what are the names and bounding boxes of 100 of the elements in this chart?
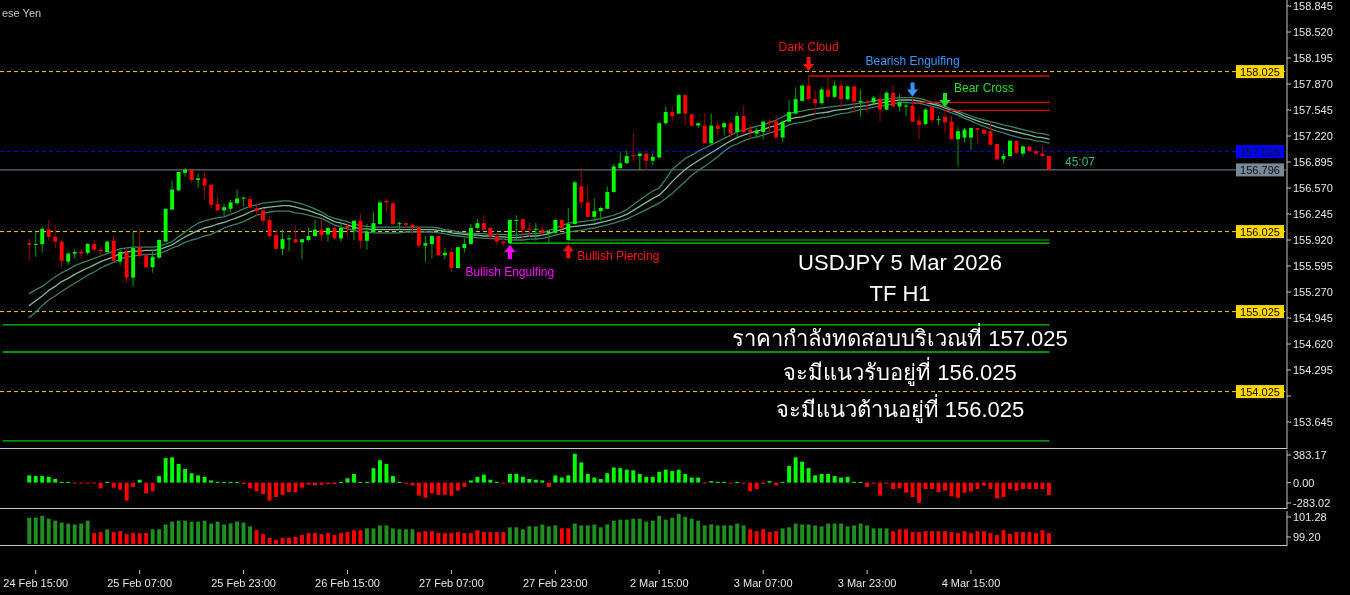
bar [520,476,525,483]
y-tick-label: 153.645 [1293,416,1333,428]
bar [170,457,175,483]
y-tick-label: -283.02 [1293,497,1331,509]
bar [631,470,636,483]
bar [618,468,623,483]
bar [663,469,668,483]
bar [670,471,675,483]
bar [150,482,155,492]
bar [131,482,136,487]
bar [53,479,58,483]
y-tick-label: 156.245 [1293,208,1333,220]
bar [1021,482,1025,490]
series-label: Dark Cloud [778,40,839,54]
ref-line-label: 156.796 [1240,163,1280,176]
bar [98,482,103,489]
bar [546,482,551,487]
annotation: 45:07 [1064,155,1096,169]
bar [585,473,590,483]
bar [27,475,32,483]
annotation: จะมีแนวต้านอยู่ที่ 156.025 [775,393,1025,423]
bar [806,468,811,483]
text: USDJPY 5 Mar 2026 [798,249,1002,275]
y-tick-label: 154.945 [1293,312,1333,324]
series-label: Bullish Piercing [577,249,660,264]
ref-line-label: 154.025 [1240,385,1280,398]
y-tick-label: 157.545 [1293,104,1333,116]
bar [943,482,947,491]
point [504,245,516,259]
y-tick-label: 155.595 [1293,260,1333,272]
bar [300,482,304,488]
bar [865,482,870,487]
bar [481,474,486,483]
y-tick-label: 101.28 [1293,511,1327,523]
bar [995,482,999,499]
point [939,93,951,107]
bar [352,473,356,483]
bar [163,458,168,483]
bar [33,476,38,483]
bar [514,473,519,483]
y-tick-label: 157.870 [1293,78,1333,90]
bar [676,469,681,483]
y-tick-label: 157.220 [1293,130,1333,142]
series-label: Bearish Engulfing [865,53,960,68]
bar [598,479,603,483]
y-tick-label: 154.620 [1293,338,1333,350]
bar [1008,482,1012,490]
bar [429,482,434,494]
y-tick-label: 383.17 [1293,449,1327,461]
bar [689,477,694,483]
bar [904,482,908,493]
bar [455,482,460,491]
bar [468,480,473,483]
bar [111,482,116,488]
bar [553,475,558,483]
bar [650,476,655,483]
x-tick-label: 26 Feb 15:00 [315,577,380,589]
y-tick-label: 154.295 [1293,364,1333,376]
point [562,244,574,259]
bar [423,482,428,498]
point [803,57,815,71]
bar [1046,482,1051,495]
y-tick-label: 158.520 [1293,26,1333,38]
bar [391,476,395,483]
y-tick-label: 158.845 [1293,0,1333,12]
bar [800,461,805,483]
bar [261,482,265,495]
x-tick-label: 27 Feb 07:00 [418,577,484,589]
bar [436,482,441,495]
annotation: ese Yen [2,7,42,19]
series-label: Bear Cross [954,81,1015,95]
bar [124,482,129,501]
bar [748,482,753,492]
bar [488,479,493,483]
x-tick-label: 2 Mar 15:00 [629,577,689,589]
bar [579,462,584,483]
bar [176,463,181,483]
bar [183,468,188,483]
bar [787,466,792,483]
ref-line-label: 155.025 [1240,305,1280,318]
bar [196,475,201,483]
x-tick-label: 25 Feb 07:00 [107,577,173,589]
y-tick-label: 0.00 [1293,476,1315,489]
bar [683,473,688,483]
bar [832,476,837,483]
series-label: Bullish Engulfing [465,265,555,279]
bar [956,482,960,498]
x-tick-label: 25 Feb 23:00 [211,577,276,589]
text: TF H1 [869,280,931,306]
x-tick-label: 24 Feb 15:00 [3,577,69,589]
bar [592,477,597,483]
x-tick-label: 27 Feb 23:00 [522,577,588,589]
bar [878,482,883,496]
bar [644,476,649,483]
bar [157,476,162,483]
bar [46,476,51,483]
y-tick-label: 99.20 [1293,530,1321,543]
bar [274,482,278,498]
bar [845,476,850,483]
y-tick-label: 155.920 [1293,234,1333,246]
